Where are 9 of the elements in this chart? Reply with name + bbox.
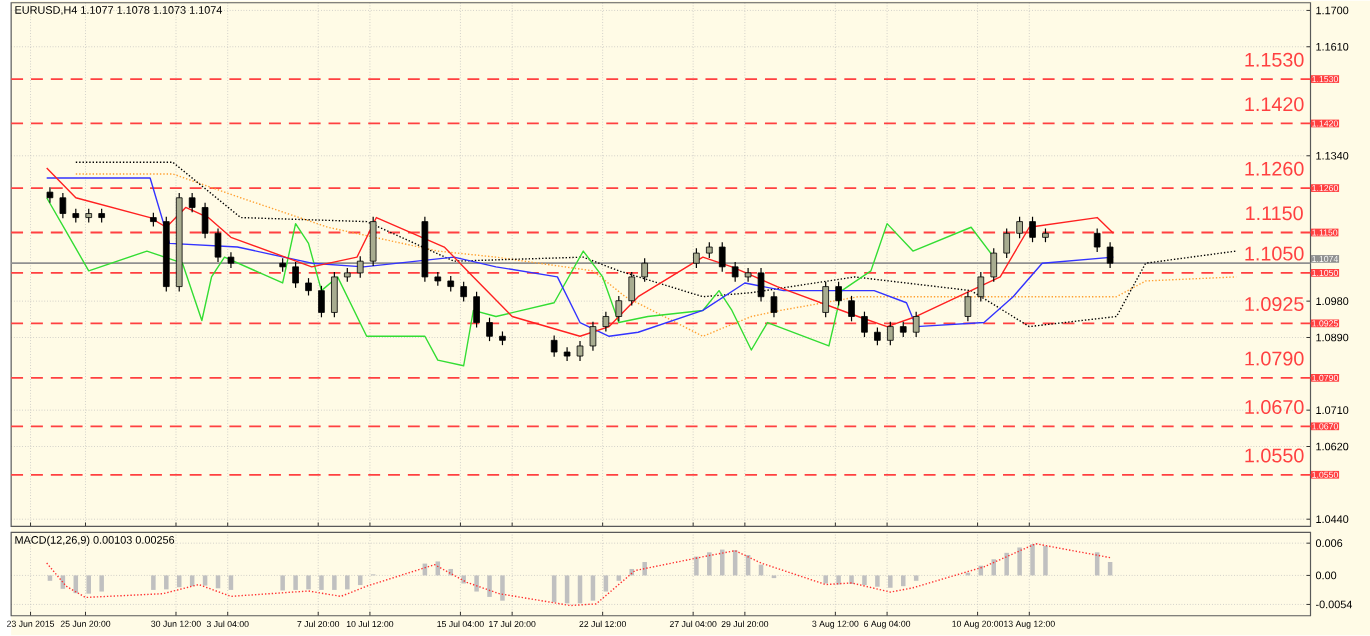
text: 1.1150 — [1246, 206, 1303, 221]
text: 1.1530 — [1245, 53, 1304, 67]
text: 1.0550 — [1245, 448, 1304, 463]
text: 1.0790 — [1245, 351, 1304, 366]
text: 1.0925 — [1245, 297, 1304, 312]
text: 1.1260 — [1245, 162, 1304, 176]
text: 1.1420 — [1245, 97, 1304, 112]
text: 1.1050 — [1245, 246, 1304, 261]
text: 1.0670 — [1245, 400, 1304, 415]
